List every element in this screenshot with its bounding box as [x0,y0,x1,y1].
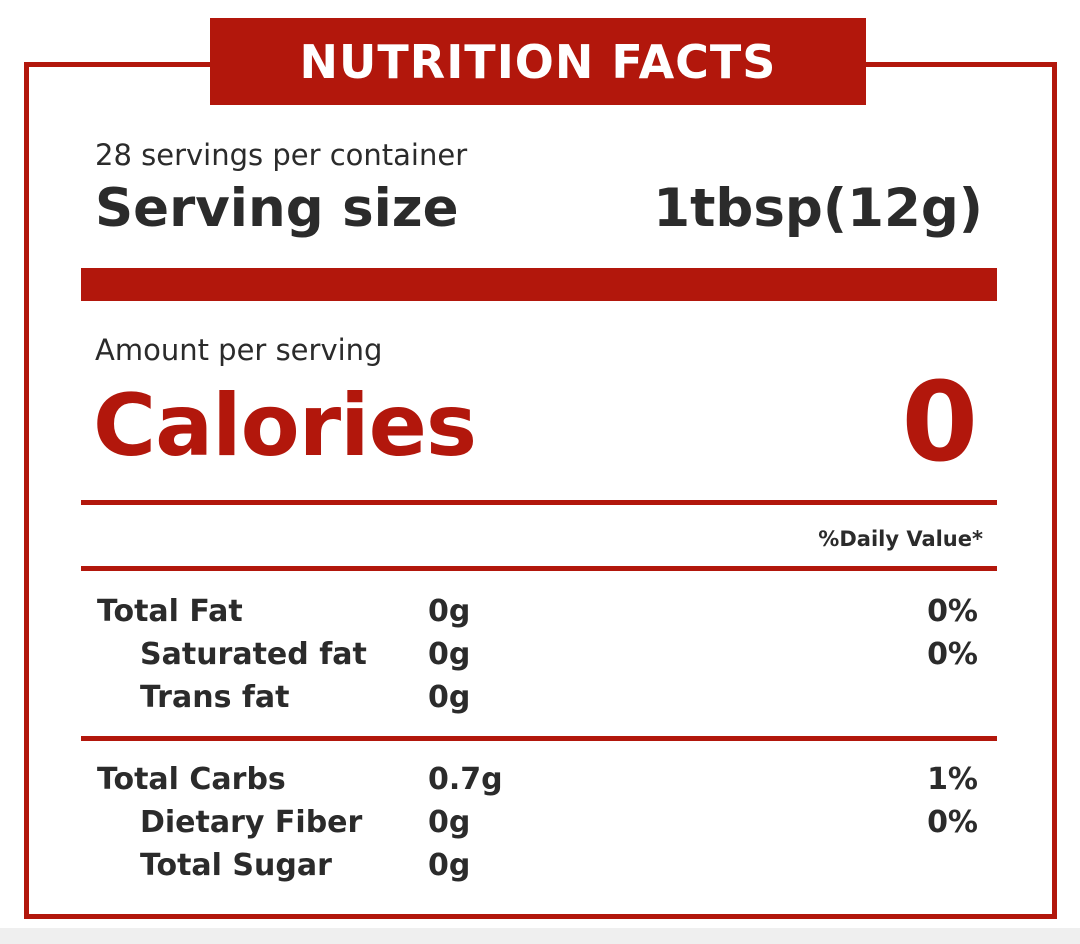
nutrient-name: Saturated fat [140,637,367,672]
nutrient-name: Total Carbs [97,762,286,797]
thick-divider [81,268,997,301]
nutrient-row-saturated-fat: Saturated fat 0g 0% [0,637,1080,681]
nutrient-amount: 0g [428,848,471,883]
nutrient-daily-value: 1% [927,762,978,797]
nutrient-amount: 0.7g [428,762,503,797]
nutrient-row-total-fat: Total Fat 0g 0% [0,594,1080,638]
nutrient-row-dietary-fiber: Dietary Fiber 0g 0% [0,805,1080,849]
nutrient-daily-value: 0% [927,594,978,629]
nutrient-row-total-sugar: Total Sugar 0g [0,848,1080,892]
nutrient-name: Dietary Fiber [140,805,363,840]
nutrient-name: Total Fat [97,594,243,629]
serving-size-label: Serving size [95,178,459,239]
daily-value-header: %Daily Value* [818,527,983,551]
nutrient-amount: 0g [428,805,471,840]
title-banner: NUTRITION FACTS [210,18,866,105]
serving-size-value: 1tbsp(12g) [653,178,983,239]
label-frame [24,62,1057,919]
nutrient-daily-value: 0% [927,805,978,840]
divider-dv-header [81,566,997,571]
nutrient-name: Total Sugar [140,848,332,883]
servings-per-container: 28 servings per container [95,138,468,172]
divider-fat-carbs [81,736,997,741]
nutrient-row-trans-fat: Trans fat 0g [0,680,1080,724]
nutrient-amount: 0g [428,594,471,629]
page-bottom-strip [0,928,1080,944]
label-title: NUTRITION FACTS [299,34,777,89]
nutrient-row-total-carbs: Total Carbs 0.7g 1% [0,762,1080,806]
nutrient-daily-value: 0% [927,637,978,672]
nutrient-name: Trans fat [140,680,290,715]
calories-label: Calories [93,376,477,476]
nutrient-amount: 0g [428,680,471,715]
divider-calories [81,500,997,505]
amount-per-serving: Amount per serving [95,333,383,367]
nutrient-amount: 0g [428,637,471,672]
calories-value: 0 [901,358,978,486]
